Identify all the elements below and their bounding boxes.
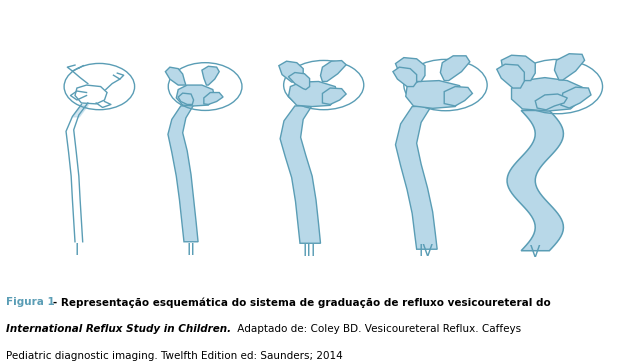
Polygon shape bbox=[395, 58, 425, 82]
Polygon shape bbox=[393, 67, 417, 87]
Text: Adaptado de: Coley BD. Vesicoureteral Reflux. Caffeys: Adaptado de: Coley BD. Vesicoureteral Re… bbox=[234, 324, 521, 334]
Polygon shape bbox=[440, 56, 470, 80]
Text: IV: IV bbox=[419, 244, 434, 259]
Text: Pediatric diagnostic imaging. Twelfth Edition ed: Saunders; 2014: Pediatric diagnostic imaging. Twelfth Ed… bbox=[6, 351, 343, 361]
Text: II: II bbox=[187, 243, 196, 258]
Polygon shape bbox=[507, 110, 563, 251]
Polygon shape bbox=[554, 54, 585, 80]
Polygon shape bbox=[288, 72, 310, 90]
Text: International Reflux Study in Children.: International Reflux Study in Children. bbox=[6, 324, 231, 334]
Polygon shape bbox=[320, 60, 346, 82]
Polygon shape bbox=[202, 66, 219, 85]
Polygon shape bbox=[176, 85, 215, 106]
Text: V: V bbox=[530, 245, 540, 260]
Polygon shape bbox=[512, 78, 582, 111]
Polygon shape bbox=[322, 88, 346, 104]
Polygon shape bbox=[168, 105, 198, 242]
Text: I: I bbox=[74, 243, 79, 258]
Polygon shape bbox=[561, 87, 591, 108]
Polygon shape bbox=[497, 64, 524, 88]
Polygon shape bbox=[444, 87, 472, 106]
Polygon shape bbox=[178, 93, 194, 104]
Polygon shape bbox=[535, 94, 567, 110]
Polygon shape bbox=[501, 55, 535, 80]
Text: - Representação esquemática do sistema de graduação de refluxo vesicoureteral do: - Representação esquemática do sistema d… bbox=[53, 297, 551, 308]
Polygon shape bbox=[395, 106, 437, 249]
Polygon shape bbox=[165, 67, 186, 85]
Polygon shape bbox=[279, 61, 303, 82]
Polygon shape bbox=[406, 80, 463, 108]
Polygon shape bbox=[280, 105, 320, 243]
Polygon shape bbox=[204, 92, 223, 104]
Text: III: III bbox=[303, 244, 317, 259]
Text: Figura 1: Figura 1 bbox=[6, 297, 55, 307]
Polygon shape bbox=[288, 82, 338, 107]
